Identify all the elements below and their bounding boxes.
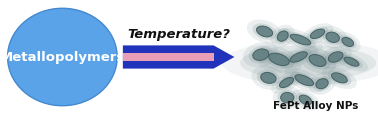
Ellipse shape — [299, 48, 336, 74]
Ellipse shape — [285, 32, 316, 48]
Ellipse shape — [271, 72, 302, 94]
Ellipse shape — [277, 90, 297, 106]
Ellipse shape — [251, 66, 285, 90]
Ellipse shape — [276, 75, 297, 90]
Ellipse shape — [316, 79, 328, 89]
Ellipse shape — [285, 50, 312, 65]
Ellipse shape — [340, 55, 363, 69]
Ellipse shape — [302, 24, 333, 45]
Ellipse shape — [222, 41, 378, 85]
Ellipse shape — [322, 67, 357, 89]
Ellipse shape — [299, 95, 312, 105]
Ellipse shape — [256, 46, 302, 73]
Ellipse shape — [295, 75, 314, 86]
Ellipse shape — [243, 43, 279, 68]
Ellipse shape — [274, 29, 291, 45]
Ellipse shape — [284, 69, 325, 92]
Ellipse shape — [257, 70, 280, 86]
Ellipse shape — [279, 46, 318, 69]
Ellipse shape — [322, 30, 343, 46]
Ellipse shape — [328, 52, 343, 63]
Ellipse shape — [313, 76, 332, 92]
Ellipse shape — [339, 36, 356, 49]
Ellipse shape — [271, 25, 295, 48]
Ellipse shape — [278, 29, 323, 52]
Ellipse shape — [253, 49, 269, 61]
Ellipse shape — [277, 32, 288, 42]
Ellipse shape — [8, 9, 117, 106]
Ellipse shape — [326, 33, 339, 43]
Text: Metallopolymers: Metallopolymers — [0, 51, 125, 64]
Ellipse shape — [335, 33, 361, 53]
Ellipse shape — [240, 46, 376, 80]
Ellipse shape — [261, 73, 276, 84]
Ellipse shape — [342, 38, 353, 47]
Ellipse shape — [319, 46, 352, 69]
Ellipse shape — [328, 71, 351, 86]
Ellipse shape — [335, 52, 368, 72]
Ellipse shape — [318, 27, 347, 49]
Ellipse shape — [325, 50, 347, 65]
Ellipse shape — [257, 27, 273, 38]
Ellipse shape — [310, 30, 325, 39]
Text: FePt Alloy NPs: FePt Alloy NPs — [273, 100, 358, 110]
Ellipse shape — [305, 52, 330, 70]
Ellipse shape — [273, 86, 302, 109]
Ellipse shape — [279, 78, 294, 88]
Ellipse shape — [249, 47, 273, 64]
Ellipse shape — [290, 72, 318, 89]
Ellipse shape — [296, 93, 315, 107]
Ellipse shape — [332, 73, 347, 83]
Ellipse shape — [292, 89, 319, 111]
FancyArrow shape — [123, 46, 234, 69]
Ellipse shape — [253, 24, 277, 40]
Ellipse shape — [309, 55, 326, 67]
Ellipse shape — [258, 51, 358, 76]
Ellipse shape — [290, 52, 307, 63]
Ellipse shape — [308, 73, 336, 95]
Ellipse shape — [344, 58, 359, 67]
Ellipse shape — [280, 93, 294, 103]
FancyArrow shape — [123, 53, 214, 62]
Text: Temperature?: Temperature? — [127, 28, 230, 41]
Ellipse shape — [247, 20, 282, 44]
Ellipse shape — [263, 51, 294, 69]
Ellipse shape — [269, 54, 289, 66]
Ellipse shape — [307, 27, 328, 42]
Ellipse shape — [290, 35, 311, 46]
